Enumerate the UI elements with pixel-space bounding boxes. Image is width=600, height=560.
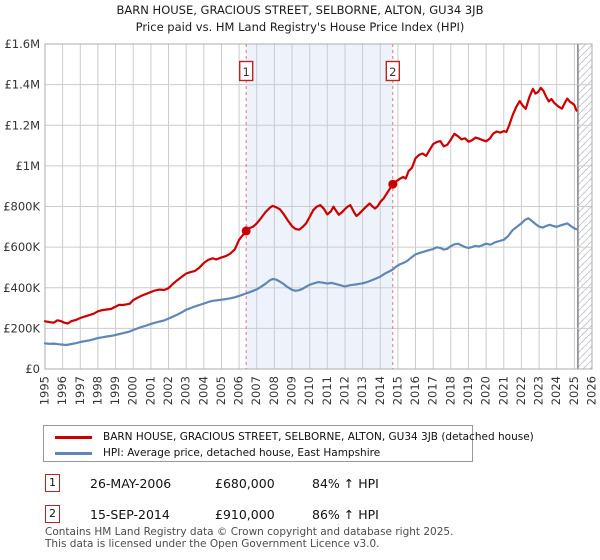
sale-marker-box — [385, 60, 400, 82]
x-tick-label: 2003 — [179, 376, 193, 405]
x-tick-label: 1995 — [38, 376, 52, 405]
x-tick-label: 2020 — [479, 376, 493, 405]
x-tick-label: 2007 — [249, 376, 263, 405]
hpi-line — [43, 217, 578, 347]
x-tick-label: 2008 — [267, 376, 281, 405]
x-tick-label: 2010 — [302, 376, 316, 405]
x-tick-label: 2005 — [214, 376, 228, 405]
x-tick-label: 1996 — [55, 376, 69, 405]
x-tick-label: 2017 — [426, 376, 440, 405]
sale-point-dot — [241, 226, 251, 236]
y-tick-label: £600K — [3, 240, 40, 254]
sale-row: 1 26-MAY-2006 £680,000 84% ↑ HPI — [45, 473, 575, 495]
x-tick-label: 2016 — [408, 376, 422, 405]
sale-row: 2 15-SEP-2014 £910,000 86% ↑ HPI — [45, 504, 575, 526]
sale-row-date: 15-SEP-2014 — [90, 507, 170, 522]
sale-row-marker: 1 — [45, 474, 60, 492]
y-tick-label: £1.2M — [4, 118, 40, 132]
sale-marker-number: 1 — [243, 65, 250, 79]
x-tick-label: 2011 — [320, 376, 334, 405]
x-tick-label: 2015 — [390, 376, 404, 405]
y-tick-label: £800K — [3, 200, 40, 214]
footer-line1: Contains HM Land Registry data © Crown c… — [45, 526, 454, 538]
x-tick-label: 2012 — [338, 376, 352, 405]
x-tick-label: 2006 — [232, 376, 246, 405]
x-tick-label: 2014 — [373, 376, 387, 405]
y-tick-label: £0 — [25, 362, 40, 376]
chart-title-line2: Price paid vs. HM Land Registry's House … — [135, 20, 465, 34]
legend-label: BARN HOUSE, GRACIOUS STREET, SELBORNE, A… — [103, 431, 534, 443]
x-tick-label: 2019 — [461, 376, 475, 405]
x-tick-label: 2025 — [567, 376, 581, 405]
sale-row-price: £910,000 — [215, 507, 275, 522]
y-tick-label: £1.6M — [4, 37, 40, 51]
legend-line-swatch — [55, 451, 92, 455]
x-tick-label: 2000 — [126, 376, 140, 405]
legend-item: HPI: Average price, detached house, East… — [44, 445, 472, 461]
sale-row-date: 26-MAY-2006 — [90, 476, 172, 491]
chart-title-line1: BARN HOUSE, GRACIOUS STREET, SELBORNE, A… — [116, 3, 484, 17]
x-tick-label: 1999 — [108, 376, 122, 405]
x-tick-label: 2013 — [355, 376, 369, 405]
x-tick-label: 2001 — [143, 376, 157, 405]
x-tick-label: 1997 — [73, 376, 87, 405]
sale-row-hpi-note: 86% ↑ HPI — [312, 507, 379, 522]
sale-marker-box — [238, 60, 254, 82]
x-tick-label: 2018 — [443, 376, 457, 405]
y-tick-label: £1M — [15, 159, 40, 173]
sale-point-dot — [388, 179, 398, 189]
property-price-line — [43, 86, 578, 325]
x-tick-label: 2009 — [285, 376, 299, 405]
x-tick-label: 2023 — [532, 376, 546, 405]
x-tick-label: 2004 — [196, 376, 210, 405]
sales-table: 1 26-MAY-2006 £680,000 84% ↑ HPI 2 15-SEP-201… — [45, 473, 575, 531]
legend-line-swatch — [55, 435, 92, 439]
x-tick-label: 2022 — [514, 376, 528, 405]
y-tick-label: £200K — [3, 321, 40, 335]
x-tick-label: 2026 — [585, 376, 599, 405]
x-tick-label: 2021 — [496, 376, 510, 405]
attribution-footer: Contains HM Land Registry data © Crown c… — [45, 526, 454, 550]
chart-legend: BARN HOUSE, GRACIOUS STREET, SELBORNE, A… — [43, 425, 534, 462]
footer-line2: This data is licensed under the Open Gov… — [45, 537, 380, 550]
sale-marker-number: 2 — [389, 65, 396, 79]
x-tick-label: 1998 — [90, 376, 104, 405]
plot-border — [44, 43, 593, 370]
legend-label: HPI: Average price, detached house, East… — [103, 447, 381, 459]
sale-row-marker: 2 — [45, 505, 60, 523]
y-tick-label: £1.4M — [4, 78, 40, 92]
sale-row-price: £680,000 — [215, 476, 275, 491]
chart-title: BARN HOUSE, GRACIOUS STREET, SELBORNE, A… — [0, 2, 600, 36]
chart-plot-area: £0 £200K £400K £600K £800K £1M £1.2M £1.4M £1.6M… — [3, 37, 598, 405]
x-tick-label: 2024 — [549, 376, 563, 405]
legend-item: BARN HOUSE, GRACIOUS STREET, SELBORNE, A… — [44, 429, 534, 445]
sale-row-hpi-note: 84% ↑ HPI — [312, 476, 379, 491]
y-tick-label: £400K — [3, 281, 40, 295]
x-tick-label: 2002 — [161, 376, 175, 405]
